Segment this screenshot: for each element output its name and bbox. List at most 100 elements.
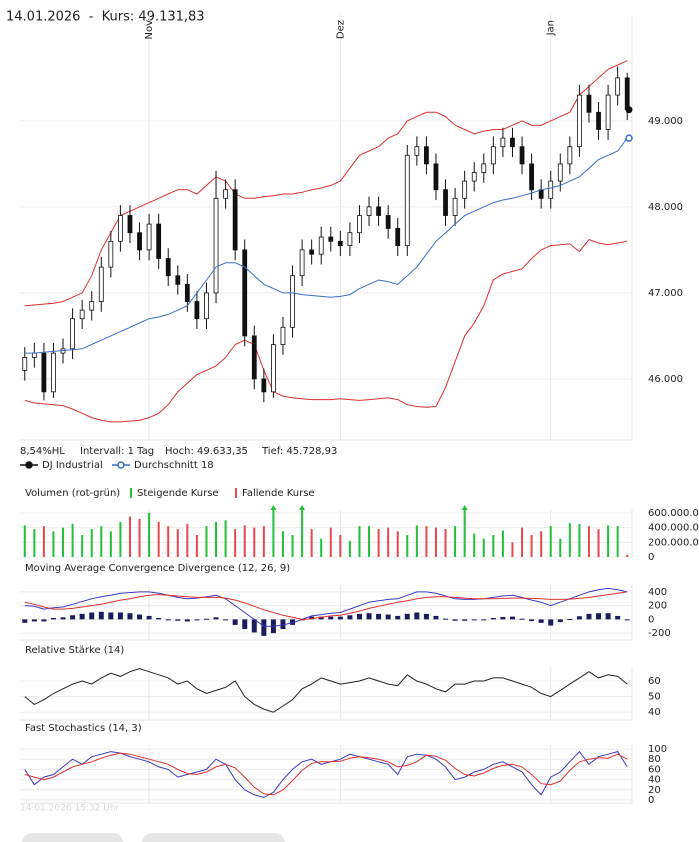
volume-bar [368,526,371,557]
volume-bar [329,527,332,557]
histogram-bar [433,615,439,620]
histogram-bar [156,618,162,620]
candle-body [624,77,630,111]
candle-body [366,206,372,216]
overflow-arrow [461,505,468,510]
upper-band [24,60,628,307]
timestamp: 14.01.2026 15:32 Uhr [20,804,119,814]
legend-label: Fallende Kurse [242,488,315,499]
histogram-bar [366,613,372,620]
candle-body [328,236,334,242]
volume-bar [33,529,36,557]
y-tick-label: 200 [648,601,667,612]
volume-bar [396,531,399,557]
candle-body [251,335,257,380]
volume-bar [272,510,275,557]
volume-bar [540,531,543,557]
volume-bar [415,525,418,557]
volume-bar [224,520,227,557]
candle-body [529,163,534,191]
candle-body [490,146,496,165]
histogram-bar [548,619,554,626]
candle-body [31,352,37,358]
y-tick-label: 60 [648,676,661,687]
volume-bar [425,526,428,557]
histogram-bar [31,619,37,622]
volume-bar [434,527,437,557]
legend-label: DJ Industrial [42,460,103,471]
candle-body [376,206,381,216]
candle-body [22,357,28,371]
y-tick-label: 400.000.00 [648,523,699,534]
candle-body [70,318,75,350]
candle-body [567,146,573,165]
y-tick-label: 100 [648,744,667,755]
legend-marker [235,488,237,498]
button[interactable] [142,833,285,842]
histogram-bar [318,616,324,620]
volume-bar [348,540,351,557]
histogram-bar [41,619,47,622]
candle-body [89,301,95,311]
volume-bar [444,529,447,557]
candle-body [471,172,477,182]
candle-body [261,378,267,393]
histogram-bar [280,619,286,629]
y-tick-label: 50 [648,692,661,703]
volume-bar [176,529,179,557]
button[interactable] [22,833,123,842]
volume-bar [205,526,208,557]
histogram-bar [98,611,104,620]
candle-body [98,266,104,302]
volume-bar [167,526,170,557]
volume-bar [568,523,571,557]
histogram-bar [251,619,257,633]
volume-bar [52,531,55,557]
legend-label: Durchschnitt 18 [134,460,214,471]
candle-body [213,197,219,294]
histogram-bar [165,619,171,621]
volume-bar [81,534,84,557]
last-price-marker [625,106,633,114]
histogram-bar [337,616,343,620]
volume-bar [301,510,304,557]
candle-body [184,283,190,302]
candle-body [424,146,429,165]
histogram-bar [127,613,133,620]
histogram-bar [509,616,515,620]
histogram-bar [146,615,152,620]
histogram-bar [385,614,391,620]
y-tick-label: 400 [648,587,667,598]
histogram-bar [60,617,66,620]
volume-bar [521,527,524,557]
histogram-bar [137,614,143,620]
volume-bar [291,534,294,557]
candle-body [242,249,248,337]
histogram-bar [624,619,630,621]
volume-bar [587,526,590,557]
histogram-bar [395,615,401,620]
histogram-bar [232,619,238,625]
volume-bar [549,526,552,557]
panel-title: Moving Average Convergence Divergence (1… [25,563,290,574]
candle-body [127,215,133,234]
histogram-bar [452,619,458,621]
candle-body [223,189,228,199]
y-tick-label: 60 [648,764,661,775]
legend-label: Steigende Kurse [137,488,219,499]
histogram-bar [79,613,85,620]
volume-bar [387,527,390,557]
volume-bar [128,516,131,557]
histogram-bar [404,613,410,620]
volume-bar [597,529,600,557]
histogram-bar [203,618,209,620]
candle-body [347,232,353,247]
histogram-bar [414,612,420,620]
candle-body [79,309,85,320]
volume-bar [71,523,74,557]
volume-bar [473,533,476,557]
histogram-bar [471,619,477,621]
histogram-bar [89,612,95,620]
candle-body [290,275,295,328]
y-tick-label: 49.000 [648,116,683,127]
